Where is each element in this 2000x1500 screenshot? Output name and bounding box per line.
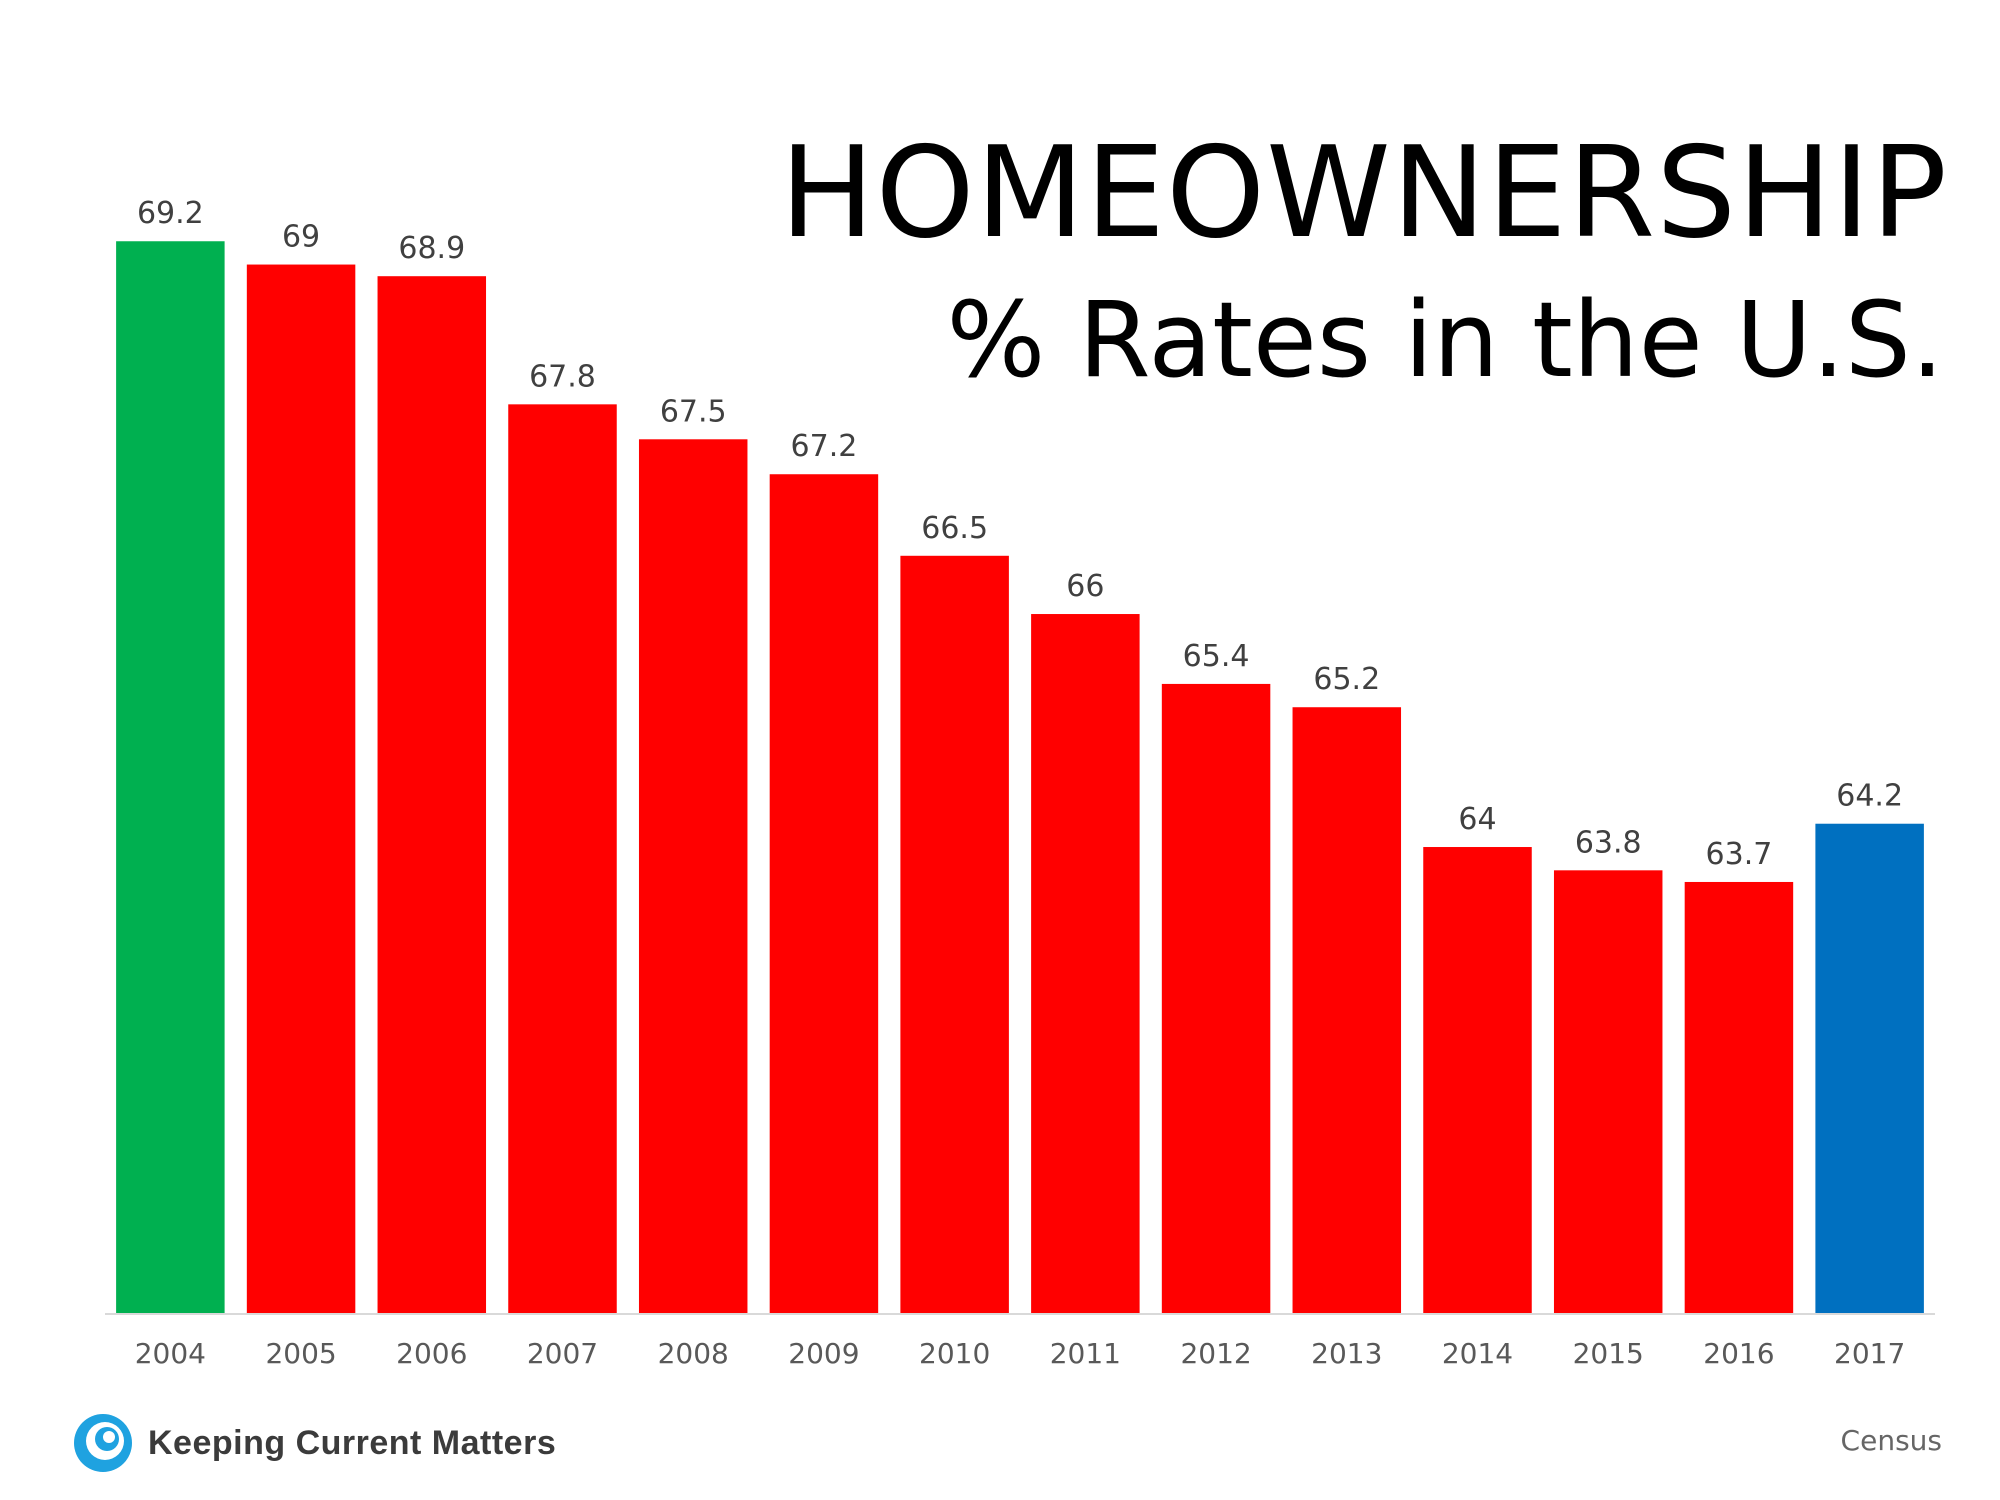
x-tick-label-2017: 2017: [1834, 1337, 1905, 1370]
value-label-2016: 63.7: [1706, 837, 1773, 872]
value-label-2006: 68.9: [398, 231, 465, 266]
value-label-2011: 66: [1066, 569, 1104, 604]
value-label-2005: 69: [282, 220, 320, 255]
x-tick-label-2014: 2014: [1442, 1337, 1513, 1370]
bar-2005: [246, 264, 356, 1313]
x-tick-label-2009: 2009: [788, 1337, 859, 1370]
value-label-2009: 67.2: [791, 429, 858, 464]
x-tick-label-2007: 2007: [527, 1337, 598, 1370]
bars-group: [116, 241, 1924, 1314]
value-label-2004: 69.2: [137, 196, 204, 231]
value-label-2013: 65.2: [1313, 662, 1380, 697]
bar-2008: [638, 439, 748, 1313]
chart-subtitle: % Rates in the U.S.: [946, 279, 1944, 401]
x-tick-label-2005: 2005: [265, 1337, 336, 1370]
chart-title: HOMEOWNERSHIP: [779, 119, 1948, 266]
x-tick-label-2016: 2016: [1703, 1337, 1774, 1370]
bar-2016: [1684, 881, 1794, 1313]
x-tick-labels-group: 2004 2005 2006 2007 2008 2009 2010 2011 2012 2013…: [135, 1337, 1906, 1370]
bar-2015: [1553, 870, 1663, 1313]
x-tick-label-2013: 2013: [1311, 1337, 1382, 1370]
value-label-2015: 63.8: [1575, 825, 1642, 860]
bar-2014: [1423, 847, 1532, 1313]
bar-2004: [116, 241, 225, 1313]
brand-name: Keeping Current Matters: [148, 1423, 557, 1462]
bar-2006: [377, 276, 487, 1314]
value-label-2017: 64.2: [1836, 779, 1903, 814]
value-label-2008: 67.5: [660, 394, 727, 429]
bar-2013: [1292, 707, 1402, 1313]
x-tick-label-2006: 2006: [396, 1337, 467, 1370]
x-tick-label-2008: 2008: [658, 1337, 729, 1370]
bar-2012: [1161, 683, 1271, 1313]
bar-2009: [769, 474, 879, 1313]
source-label: Census: [1840, 1424, 1942, 1457]
x-tick-label-2010: 2010: [919, 1337, 990, 1370]
bar-2017: [1815, 823, 1924, 1313]
x-tick-label-2004: 2004: [135, 1337, 206, 1370]
value-label-2007: 67.8: [529, 359, 596, 394]
x-tick-label-2012: 2012: [1180, 1337, 1251, 1370]
bar-2011: [1031, 614, 1140, 1313]
bar-2010: [900, 555, 1009, 1313]
value-labels-group: 69.2 69 68.9 67.8 67.5 67.2 66.5 66 65.4 65.2 64 63…: [137, 196, 1903, 872]
swirl-icon: [74, 1414, 132, 1472]
x-tick-label-2015: 2015: [1573, 1337, 1644, 1370]
bar-2007: [508, 404, 617, 1313]
x-tick-label-2011: 2011: [1050, 1337, 1121, 1370]
value-label-2010: 66.5: [921, 511, 988, 546]
value-label-2014: 64: [1458, 802, 1496, 837]
value-label-2012: 65.4: [1183, 639, 1250, 674]
brand-block: Keeping Current Matters: [72, 1408, 556, 1478]
